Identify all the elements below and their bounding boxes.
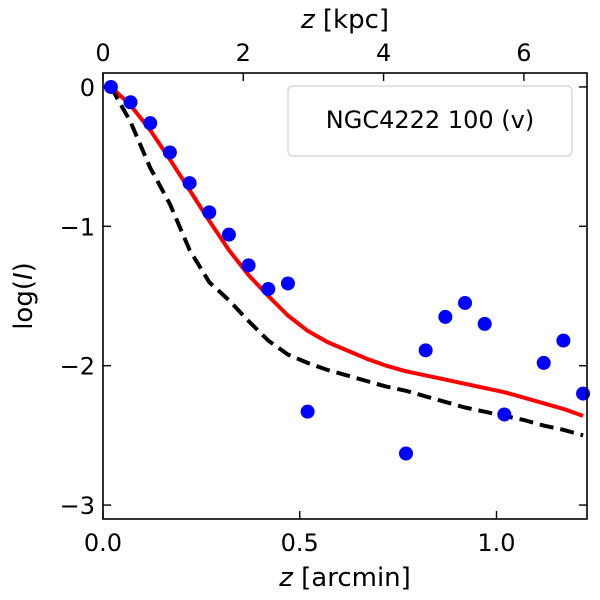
series-layer xyxy=(103,79,591,461)
data-point xyxy=(241,258,256,273)
y-tick-label: −2 xyxy=(60,353,95,381)
x-tick-label: 0.0 xyxy=(84,529,122,557)
plot-frame xyxy=(102,72,588,520)
data-point xyxy=(182,176,197,191)
x-axis-title: z [arcmin] xyxy=(278,563,411,593)
data-point xyxy=(123,95,138,110)
y-tick-label: 0 xyxy=(80,74,95,102)
y-tick-label: −3 xyxy=(60,492,95,520)
top-x-tick-label: 4 xyxy=(376,39,391,67)
ticks-layer: 0.0 0.5 1.0 0 2 4 6 0 −1 −2 −3 xyxy=(60,39,587,557)
y-tick-label: −1 xyxy=(60,213,95,241)
data-point xyxy=(477,316,492,331)
data-point xyxy=(300,404,315,419)
data-point xyxy=(497,407,512,422)
data-point xyxy=(438,309,453,324)
top-x-tick-label: 2 xyxy=(236,39,251,67)
data-point xyxy=(458,295,473,310)
x-tick-label: 0.5 xyxy=(281,529,319,557)
data-point xyxy=(162,145,177,160)
data-point xyxy=(398,446,413,461)
data-point xyxy=(280,276,295,291)
data-point xyxy=(202,205,217,220)
x-tick-label: 1.0 xyxy=(477,529,515,557)
y-axis-title: log(I) xyxy=(9,262,39,330)
top-x-axis-title: z [kpc] xyxy=(300,5,389,35)
legend-label: NGC4222 100 (v) xyxy=(326,106,534,134)
data-point xyxy=(261,282,276,297)
top-x-tick-label: 6 xyxy=(516,39,531,67)
data-point xyxy=(221,227,236,242)
points-group xyxy=(103,79,591,461)
top-x-tick-label: 0 xyxy=(95,39,110,67)
legend-box xyxy=(287,85,573,157)
data-point xyxy=(418,343,433,358)
data-point xyxy=(143,116,158,131)
data-point xyxy=(576,386,591,401)
data-point xyxy=(556,333,571,348)
data-point xyxy=(103,79,118,94)
data-point xyxy=(536,355,551,370)
